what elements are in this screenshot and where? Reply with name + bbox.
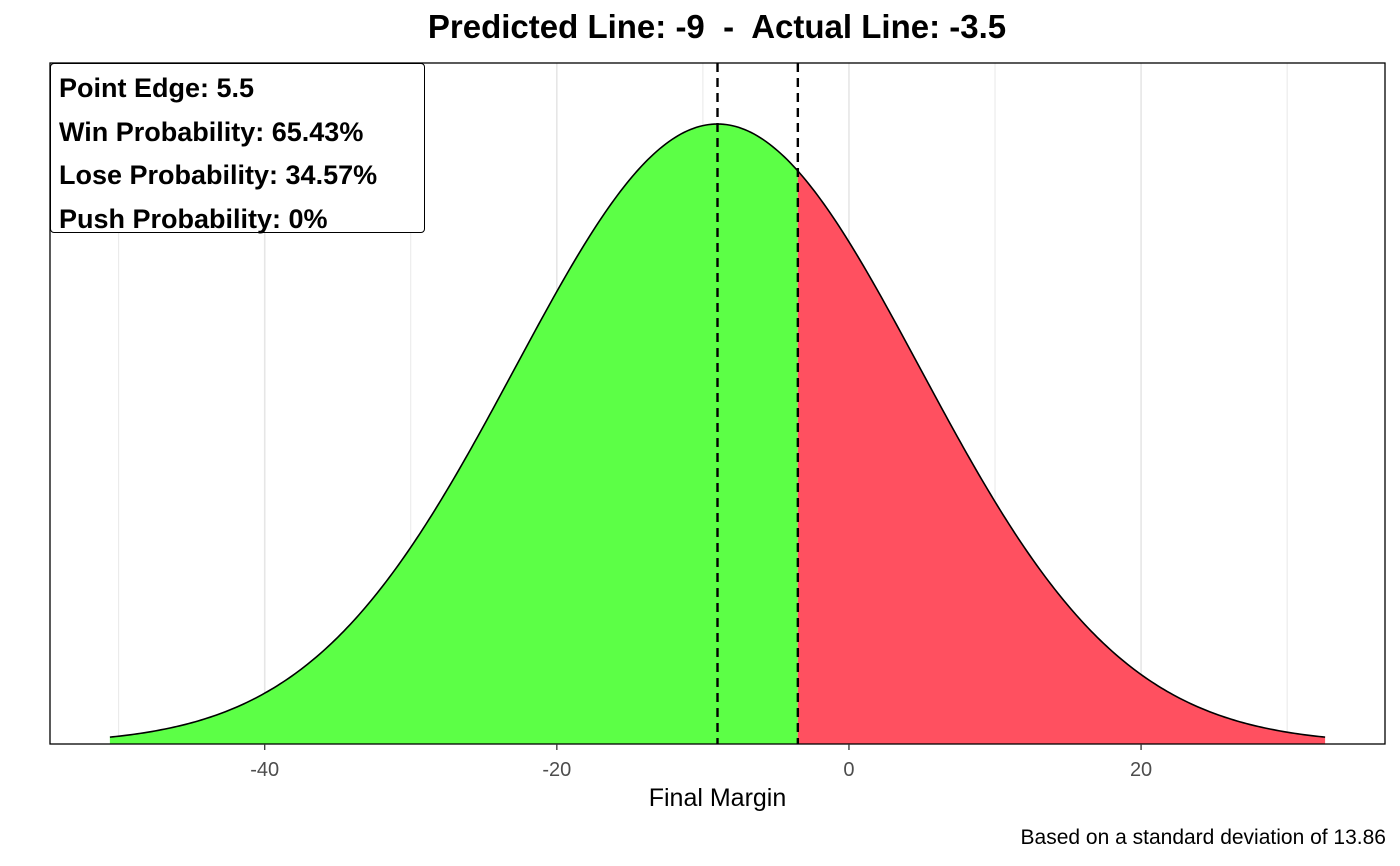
- plot-panel-border: [49, 62, 1386, 745]
- info-box: Point Edge: 5.5 Win Probability: 65.43% …: [50, 63, 425, 234]
- push-probability-label: Push Probability: 0%: [59, 203, 328, 234]
- x-tick-label: 20: [1130, 759, 1152, 781]
- chart-title: Predicted Line: -9 - Actual Line: -3.5: [427, 8, 1007, 45]
- x-tick-label: -20: [542, 759, 571, 781]
- x-axis-label: Final Margin: [648, 784, 787, 812]
- x-tick-label: 0: [843, 759, 854, 781]
- x-axis-ticks: -40 -20 0 20: [250, 744, 1152, 781]
- point-edge-label: Point Edge: 5.5: [59, 73, 255, 103]
- x-tick-label: -40: [250, 759, 279, 781]
- caption: Based on a standard deviation of 13.86: [1020, 826, 1386, 849]
- reference-lines: [716, 63, 800, 744]
- lose-probability-label: Lose Probability: 34.57%: [59, 160, 378, 190]
- lose-region-area: [797, 170, 1326, 744]
- win-region-area: [109, 124, 798, 744]
- win-probability-label: Win Probability: 65.43%: [59, 116, 364, 147]
